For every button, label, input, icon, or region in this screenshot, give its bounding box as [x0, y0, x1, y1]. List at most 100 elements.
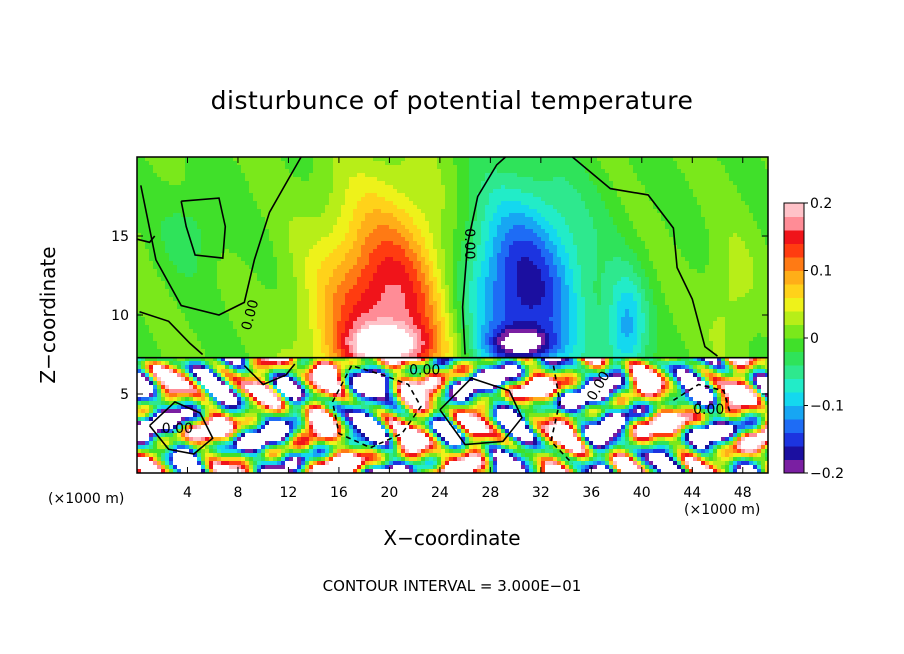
- field-cell: [357, 253, 361, 257]
- field-cell: [241, 277, 245, 281]
- field-cell: [517, 221, 521, 225]
- field-cell: [509, 237, 513, 241]
- field-cell: [353, 209, 357, 213]
- field-cell: [557, 269, 561, 273]
- field-cell: [701, 173, 705, 177]
- field-cell: [485, 237, 489, 241]
- field-cell: [625, 161, 629, 165]
- field-cell: [145, 185, 149, 189]
- field-cell: [681, 269, 685, 273]
- field-cell: [765, 185, 768, 189]
- field-cell: [621, 165, 625, 169]
- field-cell: [649, 189, 653, 193]
- field-cell: [385, 193, 389, 197]
- field-cell: [461, 237, 465, 241]
- field-cell: [273, 281, 277, 285]
- field-cell: [293, 233, 297, 237]
- field-cell: [561, 269, 565, 273]
- field-cell: [345, 205, 349, 209]
- field-cell: [289, 205, 293, 209]
- field-cell: [637, 257, 641, 261]
- field-cell: [145, 161, 149, 165]
- field-cell: [697, 265, 701, 269]
- field-cell: [321, 277, 325, 281]
- field-cell: [445, 257, 449, 261]
- field-cell: [213, 257, 217, 261]
- field-cell: [717, 277, 721, 281]
- field-cell: [613, 185, 617, 189]
- field-cell: [669, 193, 673, 197]
- field-cell: [393, 169, 397, 173]
- field-cell: [237, 241, 241, 245]
- field-cell: [345, 249, 349, 253]
- field-cell: [473, 261, 477, 265]
- field-cell: [369, 261, 373, 265]
- field-cell: [301, 261, 305, 265]
- field-cell: [445, 249, 449, 253]
- field-cell: [565, 165, 569, 169]
- field-cell: [409, 245, 413, 249]
- field-cell: [525, 277, 529, 281]
- field-cell: [713, 273, 717, 277]
- field-cell: [469, 253, 473, 257]
- field-cell: [213, 185, 217, 189]
- field-cell: [541, 277, 545, 281]
- field-cell: [385, 197, 389, 201]
- field-cell: [473, 189, 477, 193]
- field-cell: [657, 273, 661, 277]
- field-cell: [713, 157, 717, 161]
- field-cell: [685, 229, 689, 233]
- field-cell: [445, 161, 449, 165]
- field-cell: [437, 277, 441, 281]
- field-cell: [153, 249, 157, 253]
- field-cell: [593, 197, 597, 201]
- field-cell: [513, 261, 517, 265]
- field-cell: [545, 189, 549, 193]
- field-cell: [429, 217, 433, 221]
- field-cell: [597, 269, 601, 273]
- field-cell: [169, 201, 173, 205]
- field-cell: [761, 273, 765, 277]
- field-cell: [485, 181, 489, 185]
- field-cell: [709, 157, 713, 161]
- field-cell: [373, 229, 377, 233]
- field-cell: [481, 253, 485, 257]
- field-cell: [441, 177, 445, 181]
- field-cell: [341, 249, 345, 253]
- field-cell: [225, 225, 229, 229]
- field-cell: [269, 245, 273, 249]
- field-cell: [641, 173, 645, 177]
- field-cell: [341, 185, 345, 189]
- field-cell: [513, 189, 517, 193]
- field-cell: [561, 173, 565, 177]
- field-cell: [229, 249, 233, 253]
- field-cell: [393, 229, 397, 233]
- field-cell: [709, 177, 713, 181]
- field-cell: [181, 241, 185, 245]
- field-cell: [457, 265, 461, 269]
- field-cell: [669, 249, 673, 253]
- field-cell: [469, 269, 473, 273]
- field-cell: [473, 157, 477, 161]
- field-cell: [161, 165, 165, 169]
- field-cell: [529, 201, 533, 205]
- field-cell: [149, 221, 153, 225]
- field-cell: [725, 245, 729, 249]
- field-cell: [317, 181, 321, 185]
- field-cell: [293, 177, 297, 181]
- field-cell: [257, 201, 261, 205]
- field-cell: [765, 177, 768, 181]
- field-cell: [381, 189, 385, 193]
- field-cell: [613, 237, 617, 241]
- field-cell: [437, 177, 441, 181]
- field-cell: [425, 193, 429, 197]
- field-cell: [253, 237, 257, 241]
- field-cell: [497, 185, 501, 189]
- field-cell: [673, 161, 677, 165]
- field-cell: [149, 277, 153, 281]
- field-cell: [253, 169, 257, 173]
- field-cell: [389, 241, 393, 245]
- field-cell: [289, 265, 293, 269]
- field-cell: [565, 261, 569, 265]
- field-cell: [241, 173, 245, 177]
